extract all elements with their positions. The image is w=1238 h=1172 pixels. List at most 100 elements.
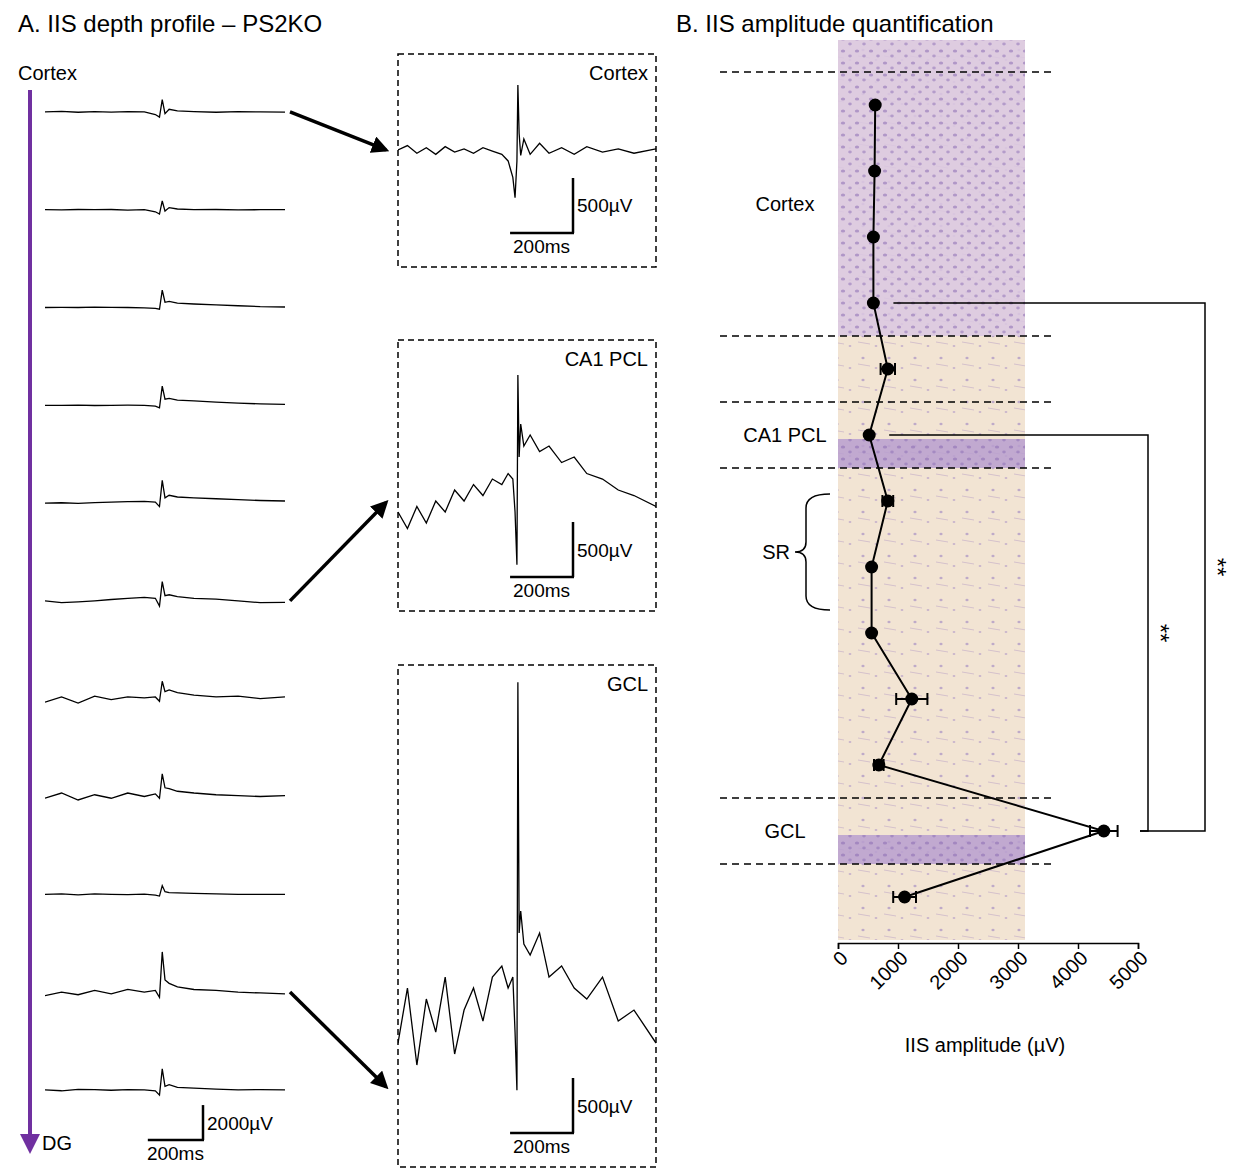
region-label: CA1 PCL (743, 424, 826, 446)
histology (838, 40, 1025, 940)
depth-label: DG (42, 1132, 72, 1154)
scale-bar-label: 200ms (147, 1143, 204, 1164)
region-boundary (720, 797, 1055, 799)
scale-bar-y (572, 1078, 575, 1133)
scale-bar-label: 200ms (513, 580, 570, 601)
point (865, 561, 878, 574)
trace (398, 85, 656, 198)
scale-bar: 500µV200ms (510, 1078, 633, 1157)
histology-cells (838, 40, 1025, 336)
x-axis: 010002000300040005000 (829, 943, 1152, 994)
trace (398, 375, 656, 565)
x-tick: 1000 (865, 943, 912, 994)
traces (45, 100, 285, 1095)
scale-bar-x (148, 1139, 204, 1142)
histology-cells (838, 439, 1025, 468)
amplitude-line (869, 105, 1104, 897)
trace (45, 1069, 285, 1095)
x-tick-mark (1078, 943, 1080, 949)
histology-ground (838, 40, 1025, 940)
trace (45, 386, 285, 408)
point (905, 693, 918, 706)
figure: A. IIS depth profile – PS2KOCortexDG2000… (0, 0, 1238, 1172)
x-tick-mark (1018, 943, 1020, 949)
significance-label: ** (1147, 624, 1174, 643)
region-boundary (720, 467, 1055, 469)
panel-b: B. IIS amplitude quantificationCortexCA1… (676, 10, 1231, 1056)
point (863, 429, 876, 442)
inset: Cortex500µV200ms (398, 54, 656, 267)
significance-bracket (889, 435, 1148, 831)
histology-texture (838, 40, 1025, 940)
axis-title: IIS amplitude (µV) (905, 1034, 1065, 1056)
inset-frame (398, 54, 656, 267)
error-bar (881, 363, 895, 375)
error-bar (896, 693, 927, 705)
error-bar (1090, 825, 1118, 837)
x-tick: 5000 (1105, 943, 1152, 994)
scale-bar-label: 500µV (577, 540, 633, 561)
point (867, 297, 880, 310)
x-tick-label: 2000 (925, 947, 972, 994)
inset-title: Cortex (589, 62, 648, 84)
scale-bar-y (572, 522, 575, 577)
point (867, 231, 880, 244)
inset-marks (398, 85, 656, 198)
histology-layer (838, 40, 1025, 336)
histology-layer (838, 835, 1025, 864)
trace (45, 582, 285, 606)
plot-marks (863, 99, 1118, 904)
trace (45, 886, 285, 896)
zoom-arrow (290, 992, 386, 1087)
point (898, 891, 911, 904)
region-boundary (720, 401, 1055, 403)
regions: CortexCA1 PCLSRGCL (720, 72, 1055, 864)
trace (45, 681, 285, 703)
depth-arrow (28, 90, 32, 1150)
depth-label: Cortex (18, 62, 77, 84)
error-bar-cap (915, 891, 917, 903)
inset-title: GCL (607, 673, 648, 695)
point (872, 759, 885, 772)
scale-bar-label: 200ms (513, 236, 570, 257)
error-bar-cap (1117, 825, 1119, 837)
x-axis-line (839, 944, 1139, 950)
point (881, 363, 894, 376)
scale-bar-x (510, 576, 574, 579)
trace (45, 774, 285, 800)
x-tick-mark (898, 943, 900, 949)
point (865, 627, 878, 640)
point (1097, 825, 1110, 838)
error-bar-cap (895, 693, 897, 705)
x-tick-label: 5000 (1105, 947, 1152, 994)
histology-layer (838, 439, 1025, 468)
scale-bar-x (510, 232, 574, 235)
scale-bar-x (510, 1132, 574, 1135)
trace (45, 480, 285, 506)
x-tick: 0 (829, 943, 852, 970)
point (881, 495, 894, 508)
region-boundary (720, 71, 1055, 73)
point (869, 99, 882, 112)
error-bar-cap (1089, 825, 1091, 837)
trace (45, 290, 285, 309)
panel-a: A. IIS depth profile – PS2KOCortexDG2000… (18, 10, 322, 1164)
x-tick-label: 4000 (1045, 947, 1092, 994)
inset-frame (398, 665, 656, 1167)
inset: GCL 500µV200ms (398, 665, 656, 1167)
inset-marks (398, 682, 656, 1090)
inset: CA1 PCL500µV200ms (398, 340, 656, 611)
trace (398, 682, 656, 1090)
point (868, 165, 881, 178)
scale-bar: 500µV 200ms (510, 522, 633, 601)
error-bar (893, 891, 916, 903)
error-bar-cap (926, 693, 928, 705)
region-bracket (795, 494, 830, 610)
region-label: SR (762, 541, 790, 563)
inset-marks (398, 375, 656, 565)
x-tick: 2000 (925, 943, 972, 994)
trace (45, 100, 285, 117)
scale-bar-y (572, 178, 575, 233)
zoom-arrow (290, 112, 386, 150)
region-label: GCL (764, 820, 805, 842)
